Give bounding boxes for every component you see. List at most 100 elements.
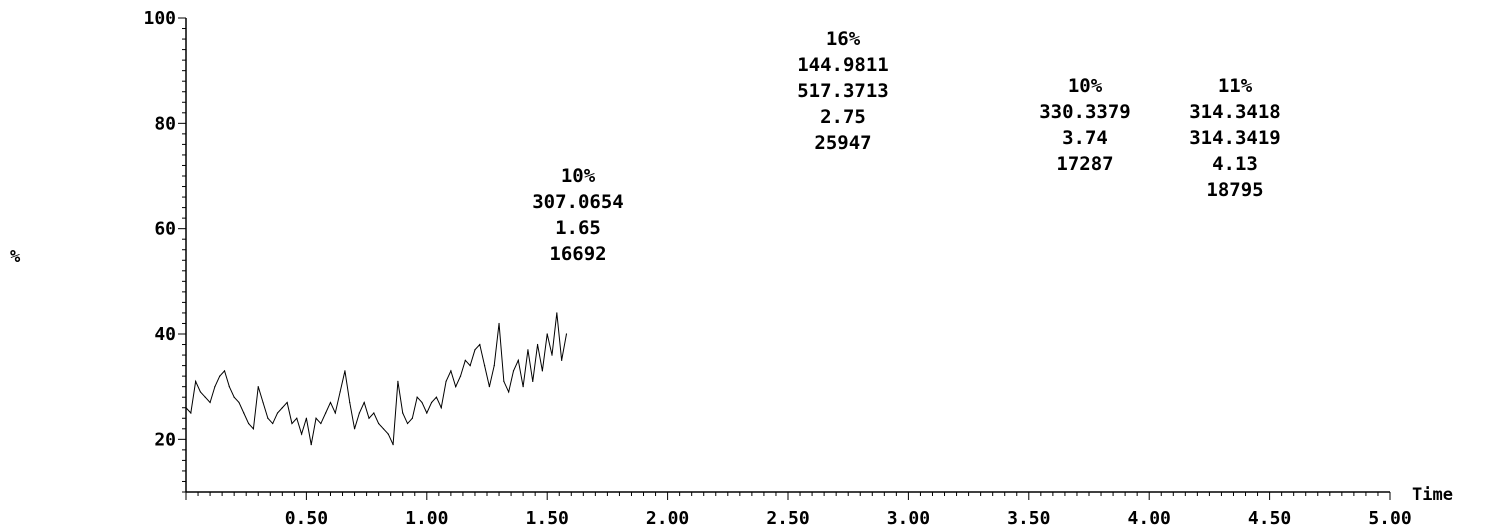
data-point: [551, 354, 553, 356]
peak-annotation-line: 16%: [826, 28, 861, 50]
data-point: [431, 401, 433, 404]
x-tick-label: 1.00: [405, 508, 448, 529]
data-point: [382, 428, 385, 430]
data-point: [233, 396, 235, 398]
data-point: [426, 412, 428, 414]
data-point: [190, 412, 192, 414]
data-point: [508, 391, 510, 393]
peak-annotation-line: 25947: [814, 132, 871, 154]
data-point: [281, 407, 283, 409]
data-point: [228, 386, 230, 388]
data-point: [276, 412, 279, 414]
data-point: [238, 401, 240, 404]
peak-annotation-line: 1.65: [555, 217, 601, 239]
data-point: [358, 412, 360, 414]
data-point: [344, 370, 346, 372]
data-point: [541, 370, 543, 372]
data-point: [512, 370, 515, 372]
data-point: [469, 365, 471, 367]
data-point: [329, 401, 332, 404]
x-tick-label: 2.50: [766, 508, 809, 529]
data-point: [267, 417, 269, 419]
data-point: [248, 422, 250, 425]
data-point: [522, 386, 524, 388]
data-point: [536, 343, 539, 346]
data-point: [363, 401, 365, 404]
axes: [185, 18, 1390, 493]
data-point: [286, 401, 288, 404]
data-point: [397, 380, 399, 382]
x-tick-label: 3.50: [1007, 508, 1050, 529]
x-tick-label: 5.00: [1368, 508, 1411, 529]
data-point: [517, 359, 519, 361]
x-tick-label: 4.00: [1128, 508, 1171, 529]
data-point: [488, 386, 491, 388]
x-tick-label: 4.50: [1248, 508, 1291, 529]
data-point: [421, 401, 423, 404]
peak-annotation-line: 17287: [1056, 153, 1113, 175]
data-point: [532, 380, 534, 382]
x-axis-title: Time: [1412, 485, 1453, 505]
peak-annotation-line: 2.75: [820, 106, 866, 128]
peak-annotation-line: 307.0654: [532, 191, 624, 213]
y-tick-label: 40: [154, 324, 176, 345]
data-point: [556, 312, 558, 314]
data-point: [252, 428, 255, 430]
data-point: [315, 417, 317, 419]
data-point: [243, 412, 245, 414]
ticks: 0.50 1.00 1.50 2.00 2.50 3.00 3.50 4.00 4.50 5.00…: [143, 8, 1411, 529]
data-point: [373, 412, 375, 414]
data-point: [459, 375, 462, 377]
peak-annotation-line: 18795: [1206, 179, 1263, 201]
y-axis-title: %: [10, 247, 21, 267]
data-point: [464, 359, 466, 361]
peak-annotation-line: 330.3379: [1039, 101, 1131, 123]
data-point: [219, 375, 221, 377]
data-point: [527, 349, 529, 351]
data-point: [195, 380, 197, 382]
data-point: [353, 428, 356, 430]
peak-annotation-line: 144.9811: [797, 54, 889, 76]
peak-annotation-line: 10%: [1068, 75, 1103, 97]
y-tick-label: 100: [143, 8, 176, 29]
data-point: [257, 386, 259, 388]
data-point: [392, 444, 394, 446]
data-point: [223, 370, 226, 372]
y-tick-label: 20: [154, 429, 176, 450]
data-point: [493, 365, 495, 367]
x-tick-label: 0.50: [285, 508, 328, 529]
data-point: [565, 333, 568, 335]
peak-annotation-line: 3.74: [1062, 127, 1108, 149]
data-point: [378, 422, 380, 425]
data-point: [445, 380, 447, 382]
data-point: [479, 343, 481, 346]
data-point: [483, 365, 486, 367]
data-point: [296, 417, 298, 419]
data-point: [387, 433, 389, 435]
data-point: [209, 401, 211, 404]
peak-annotation-line: 11%: [1218, 75, 1253, 97]
data-point: [305, 417, 307, 419]
peak-annotation-line: 10%: [561, 165, 596, 187]
data-point: [411, 417, 413, 419]
x-tick-label: 3.00: [887, 508, 930, 529]
data-point: [320, 422, 322, 425]
data-point: [402, 412, 404, 414]
data-point: [416, 396, 418, 398]
plot-area: [185, 312, 568, 446]
data-point: [561, 359, 563, 361]
data-point: [546, 333, 548, 335]
data-point: [339, 391, 341, 393]
data-point: [300, 433, 303, 435]
data-point: [262, 401, 264, 404]
peak-annotation-line: 4.13: [1212, 153, 1258, 175]
y-tick-label: 80: [154, 113, 176, 134]
data-point: [204, 396, 206, 398]
y-tick-label: 60: [154, 219, 176, 240]
peak-annotation-line: 314.3418: [1189, 101, 1281, 123]
data-point: [368, 417, 370, 419]
data-point: [199, 391, 202, 393]
data-point: [310, 444, 312, 446]
data-point: [498, 322, 500, 325]
data-point: [272, 422, 274, 425]
